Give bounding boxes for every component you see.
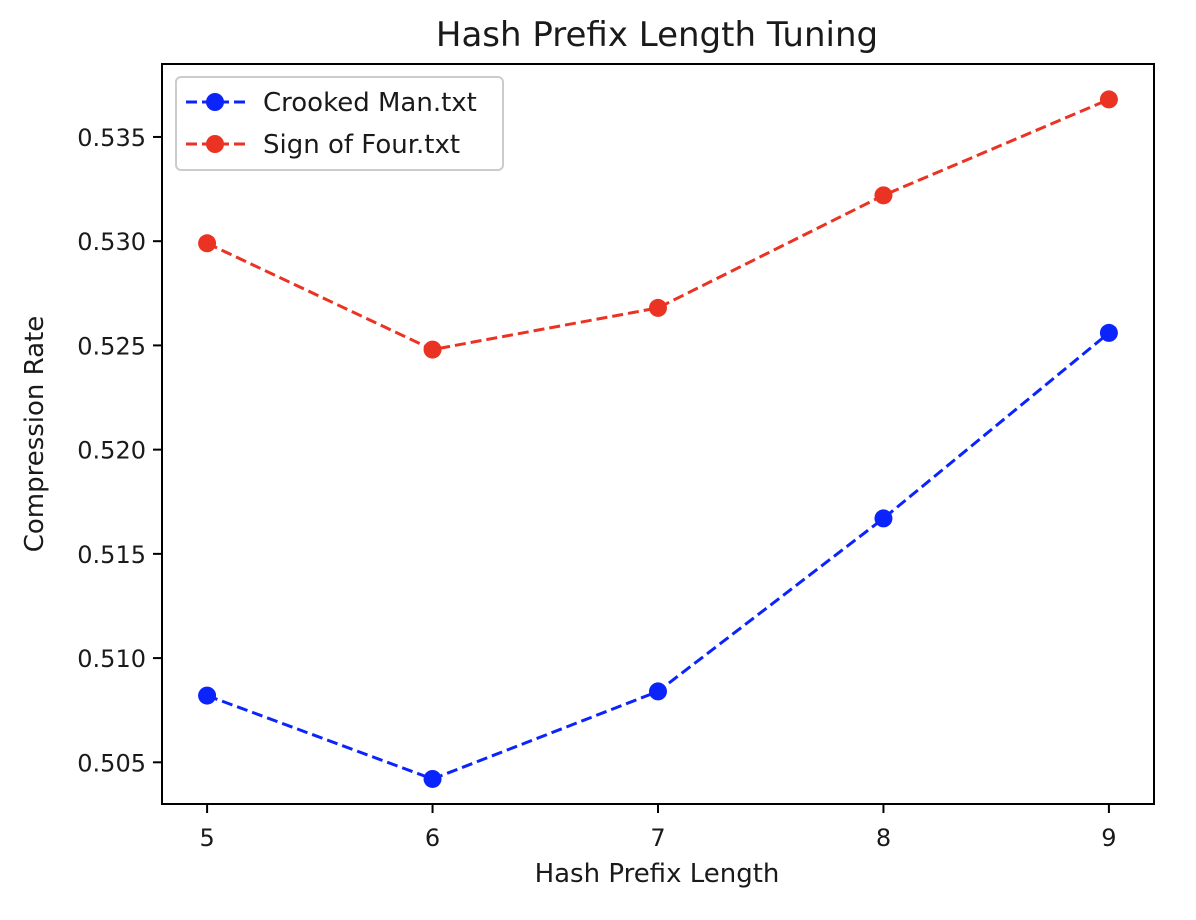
y-tick-label: 0.530 — [77, 228, 146, 256]
data-point — [1099, 90, 1118, 109]
legend-box — [175, 76, 504, 171]
x-tick-label: 6 — [425, 824, 440, 852]
data-point — [649, 298, 667, 317]
data-point — [874, 186, 893, 205]
data-point — [423, 340, 442, 359]
plot-area — [198, 90, 1118, 788]
x-tick-label: 5 — [199, 824, 214, 852]
data-point — [1099, 323, 1118, 342]
y-axis: 0.505 0.510 0.515 0.520 0.525 0.530 0.535 — [77, 124, 162, 777]
x-tick-label: 9 — [1101, 824, 1116, 852]
legend-label: Sign of Four.txt — [263, 130, 460, 160]
data-point — [198, 686, 217, 705]
x-tick-label: 8 — [876, 824, 891, 852]
y-tick-label: 0.525 — [77, 332, 146, 360]
y-tick-label: 0.515 — [77, 541, 146, 569]
y-tick-label: 0.505 — [77, 749, 146, 777]
legend-label: Crooked Man.txt — [263, 88, 477, 118]
data-point — [198, 234, 217, 253]
legend-marker — [206, 93, 224, 111]
x-axis-label: Hash Prefix Length — [535, 859, 780, 889]
data-point — [874, 509, 893, 528]
data-point — [649, 682, 667, 701]
y-tick-label: 0.535 — [77, 124, 146, 152]
legend-marker — [206, 135, 224, 153]
legend: Crooked Man.txt Sign of Four.txt — [175, 76, 504, 171]
series-line-2 — [206, 98, 1110, 352]
y-tick-label: 0.520 — [77, 437, 146, 465]
chart-title: Hash Prefix Length Tuning — [436, 15, 878, 55]
data-point — [423, 769, 442, 788]
x-axis: 5 6 7 8 9 — [199, 804, 1117, 852]
x-tick-label: 7 — [650, 824, 665, 852]
y-tick-label: 0.510 — [77, 645, 146, 673]
y-axis-label: Compression Rate — [20, 316, 50, 553]
series-line-1 — [206, 331, 1110, 781]
